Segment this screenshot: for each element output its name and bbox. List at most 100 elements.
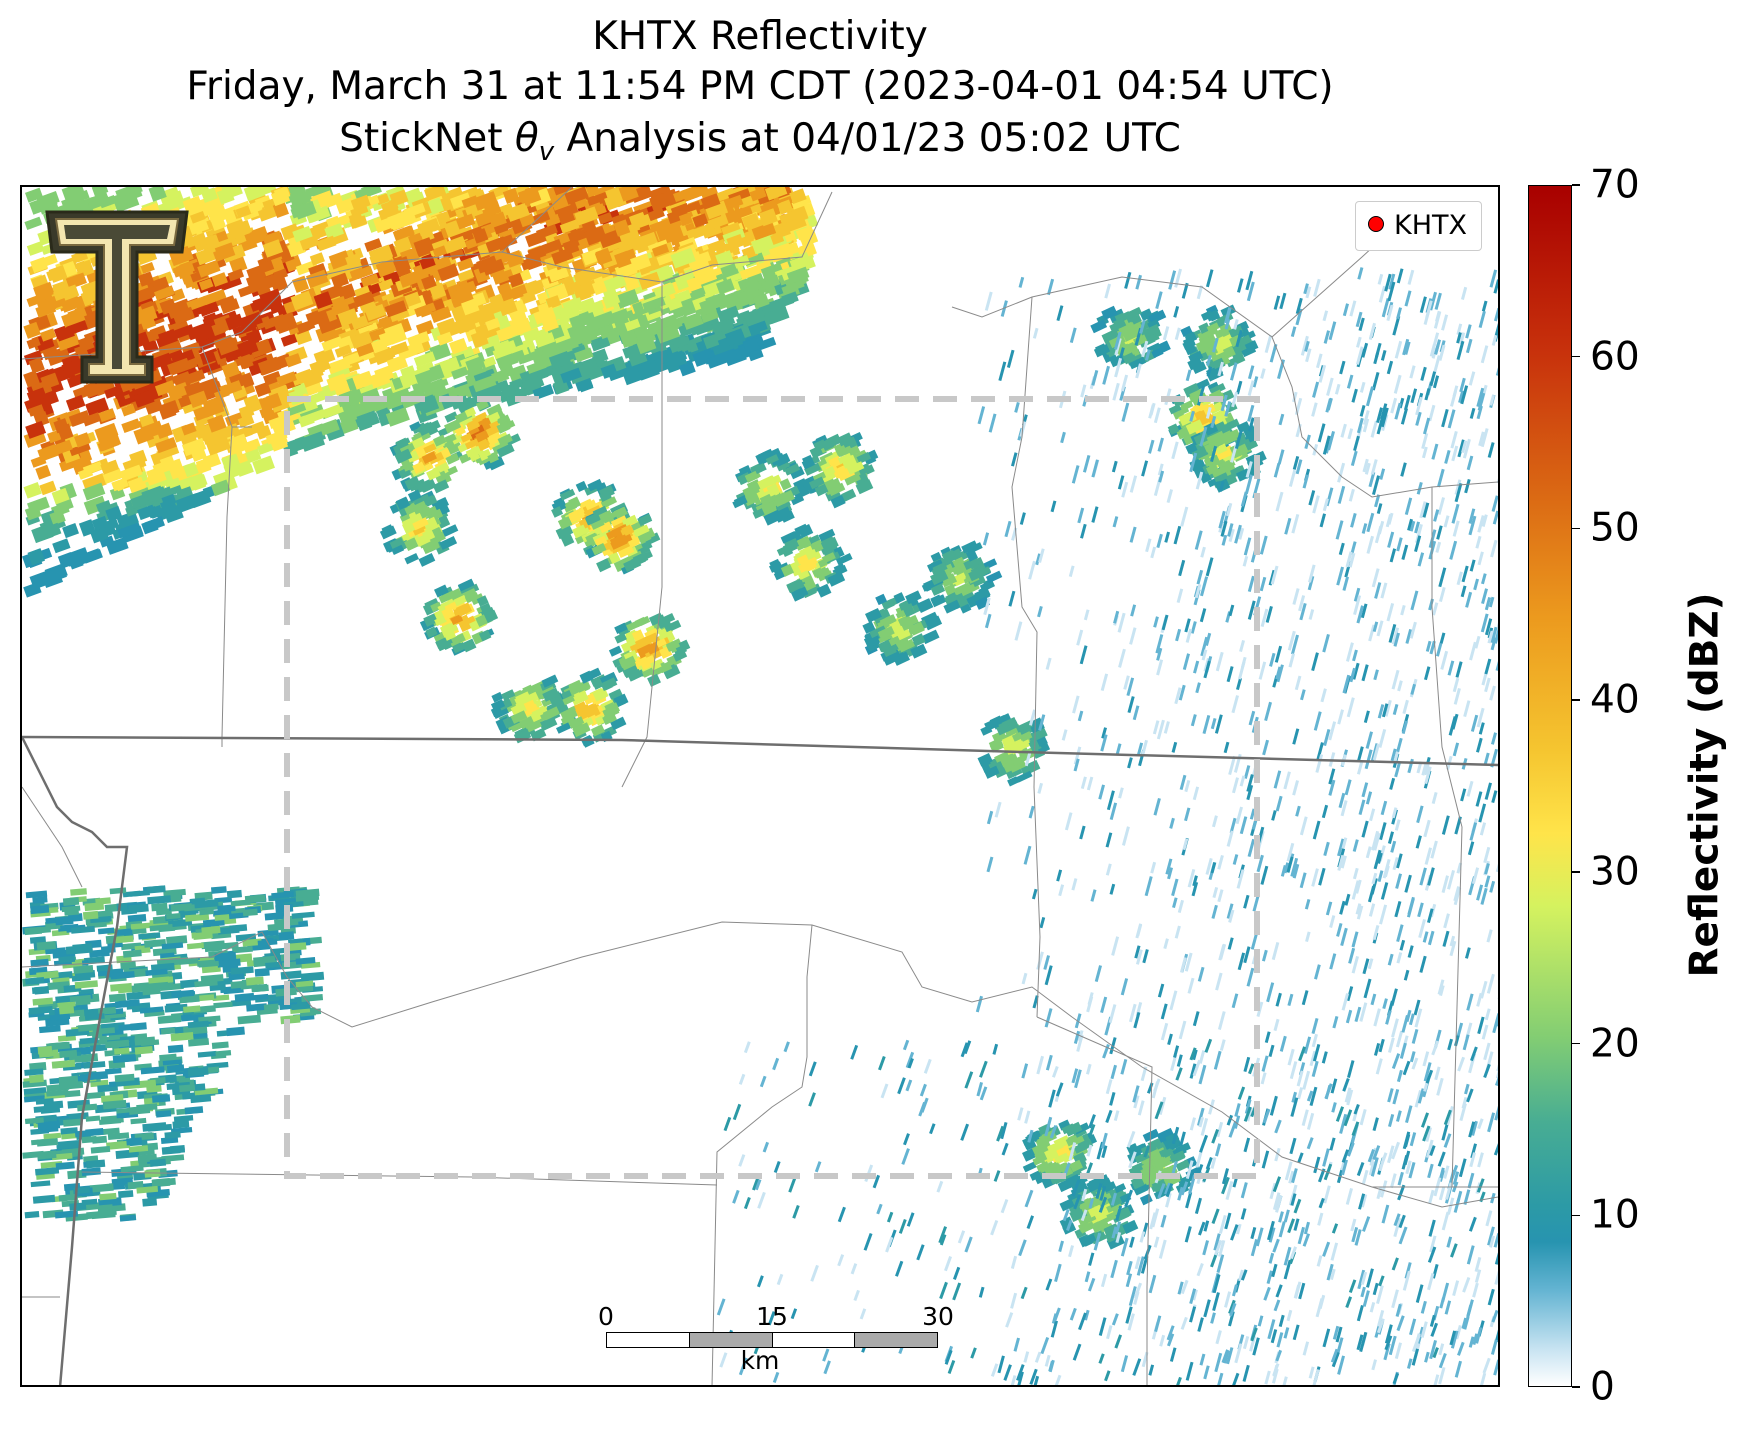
echo-pixel — [1037, 782, 1043, 794]
map-canvas — [22, 187, 1498, 1385]
echo-pixel — [1197, 1317, 1204, 1332]
theta-symbol: θ — [514, 116, 539, 161]
echo-pixel — [173, 1115, 194, 1123]
echo-pixel — [1184, 1226, 1192, 1243]
echo-pixel — [245, 976, 264, 986]
echo-pixel — [1496, 468, 1498, 484]
echo-pixel — [1345, 1188, 1353, 1205]
echo-pixel — [161, 1145, 181, 1155]
echo-pixel — [1121, 402, 1130, 422]
echo-pixel — [1127, 757, 1133, 769]
echo-pixel — [1080, 523, 1087, 539]
echo-pixel — [415, 320, 436, 338]
echo-pixel — [1124, 271, 1132, 289]
echo-pixel — [1441, 1211, 1450, 1231]
echo-pixel — [167, 1044, 184, 1054]
echo-pixel — [1129, 526, 1137, 543]
echo-pixel — [184, 1106, 204, 1115]
echo-pixel — [1423, 819, 1431, 838]
echo-pixel — [1171, 741, 1178, 753]
echo-pixel — [1024, 1110, 1031, 1124]
echo-pixel — [205, 330, 228, 347]
radar-map[interactable]: KHTX 0 15 30 km — [20, 185, 1500, 1387]
echo-pixel — [1297, 1087, 1304, 1100]
echo-pixel — [1190, 621, 1197, 634]
echo-pixel — [1150, 861, 1157, 874]
echo-pixel — [1139, 1193, 1153, 1206]
echo-pixel — [229, 256, 248, 274]
echo-pixel — [1171, 878, 1179, 897]
echo-pixel — [226, 889, 242, 899]
echo-pixel — [126, 1137, 143, 1146]
echo-pixel — [52, 538, 71, 554]
echo-pixel — [1406, 1358, 1413, 1369]
echo-pixel — [1460, 286, 1468, 300]
echo-pixel — [164, 1131, 181, 1139]
theta-subscript: v — [538, 136, 555, 167]
echo-pixel — [213, 1001, 233, 1009]
echo-pixel — [166, 1064, 185, 1073]
echo-pixel — [254, 967, 270, 977]
echo-pixel — [481, 356, 497, 369]
echo-pixel — [1369, 808, 1376, 822]
echo-pixel — [1345, 1009, 1353, 1024]
echo-pixel — [211, 886, 227, 894]
echo-pixel — [163, 888, 186, 897]
echo-pixel — [386, 354, 409, 373]
echo-pixel — [1308, 609, 1315, 620]
echo-pixel — [70, 888, 87, 896]
echo-pixel — [1312, 820, 1321, 840]
echo-pixel — [1214, 1352, 1223, 1373]
echo-pixel — [1392, 1088, 1400, 1105]
echo-pixel — [1127, 696, 1135, 714]
echo-pixel — [32, 896, 48, 904]
echo-pixel — [300, 971, 325, 982]
echo-pixel — [146, 885, 166, 894]
echo-pixel — [34, 985, 50, 995]
echo-pixel — [1236, 677, 1242, 690]
subtitle-suffix: Analysis at 04/01/23 05:02 UTC — [554, 116, 1181, 161]
echo-pixel — [1111, 460, 1118, 473]
echo-pixel — [1466, 993, 1474, 1011]
echo-pixel — [1396, 952, 1403, 964]
echo-pixel — [1468, 371, 1476, 386]
echo-pixel — [278, 931, 295, 941]
echo-pixel — [1495, 657, 1498, 672]
echo-pixel — [105, 536, 129, 555]
echo-pixel — [1269, 652, 1276, 667]
echo-pixel — [1465, 338, 1473, 354]
echo-pixel — [754, 336, 777, 352]
echo-pixel — [1104, 283, 1111, 299]
echo-pixel — [513, 187, 531, 197]
echo-pixel — [32, 1194, 56, 1204]
echo-pixel — [1190, 714, 1197, 727]
echo-pixel — [89, 1183, 114, 1193]
echo-pixel — [1484, 782, 1492, 800]
echo-pixel — [35, 464, 52, 480]
echo-pixel — [30, 1180, 51, 1188]
echo-pixel — [1361, 820, 1369, 838]
echo-pixel — [1483, 752, 1490, 765]
echo-pixel — [392, 225, 416, 243]
echo-pixel — [1278, 413, 1285, 426]
echo-pixel — [1481, 300, 1488, 312]
echo-pixel — [157, 1014, 182, 1024]
echo-pixel — [1174, 327, 1181, 341]
echo-pixel — [1192, 1011, 1200, 1027]
echo-pixel — [1404, 874, 1412, 893]
echo-pixel — [1366, 535, 1374, 554]
echo-pixel — [58, 1005, 75, 1015]
echo-pixel — [85, 397, 110, 417]
echo-pixel — [1365, 846, 1372, 859]
echo-pixel — [65, 945, 85, 955]
echo-pixel — [147, 895, 172, 905]
echo-pixel — [1008, 1375, 1017, 1385]
echo-pixel — [1394, 1342, 1402, 1360]
echo-pixel — [268, 414, 288, 429]
echo-pixel — [1347, 1060, 1355, 1078]
echo-pixel — [237, 1014, 261, 1025]
echo-pixel — [204, 942, 223, 953]
echo-pixel — [1275, 992, 1282, 1007]
echo-pixel — [1472, 1282, 1479, 1298]
echo-pixel — [1379, 822, 1387, 841]
